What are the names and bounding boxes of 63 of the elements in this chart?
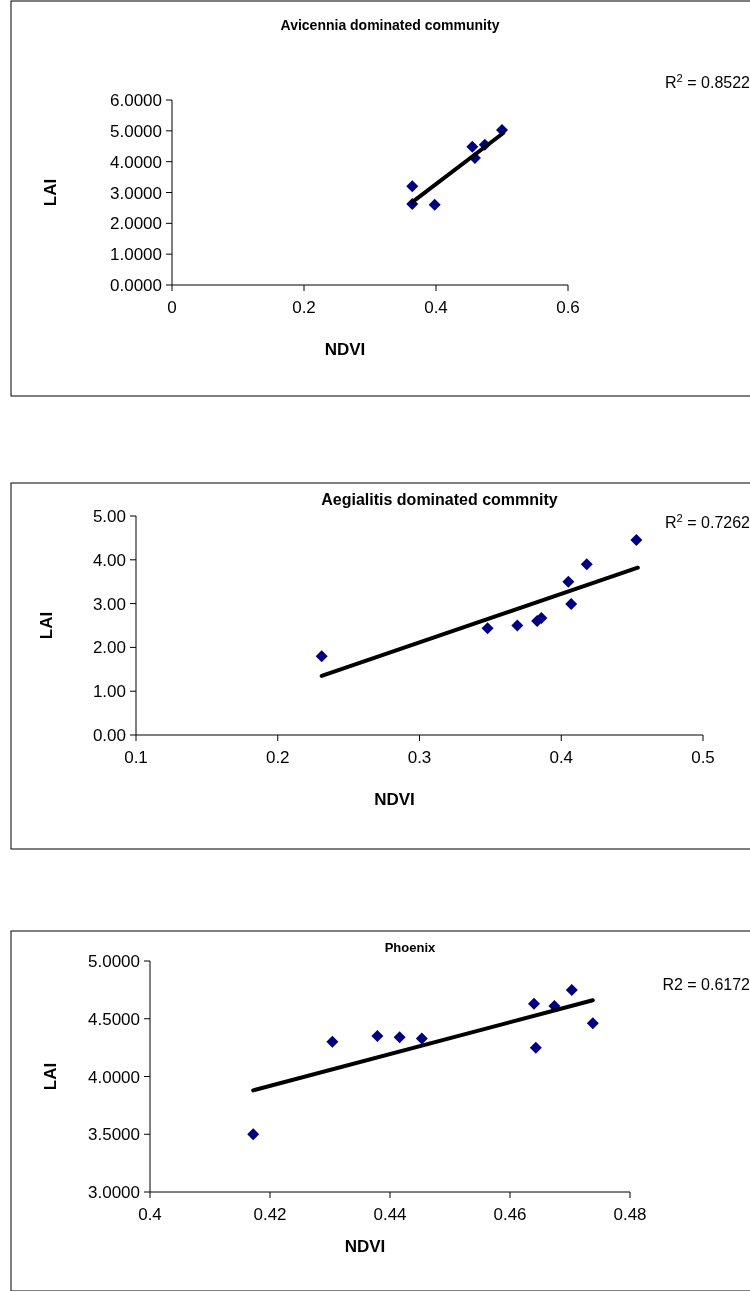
- x-axis-title: NDVI: [324, 340, 366, 359]
- point: [315, 650, 328, 663]
- chart-title: Phoenix: [384, 940, 437, 955]
- y-tick-label: 2.00: [92, 638, 126, 658]
- x-tick-label: 0.1: [124, 748, 148, 767]
- point: [565, 598, 578, 611]
- y-tick-label: 5.0000: [110, 121, 162, 141]
- point: [630, 534, 643, 547]
- text: R$^{2}$ = 0.8522: [665, 72, 750, 91]
- point: [406, 180, 419, 193]
- x-tick-label: 0.6: [556, 298, 580, 317]
- point: [371, 1030, 384, 1043]
- point: [466, 140, 479, 153]
- y-tick-label: 2.0000: [110, 214, 162, 234]
- point: [586, 1017, 599, 1030]
- x-tick-label: 0.5: [691, 748, 715, 767]
- point: [511, 619, 524, 632]
- x-tick-label: 0.44: [373, 1205, 407, 1224]
- x-tick-label: 0.48: [613, 1205, 647, 1224]
- x-axis-title: NDVI: [374, 790, 415, 809]
- point: [428, 198, 441, 211]
- x-tick-label: 0.3: [407, 748, 432, 767]
- y-tick-label: 1.0000: [110, 245, 162, 265]
- y-tick-label: 3.0000: [88, 1183, 140, 1202]
- annotation: R$^{2}$ = 0.7262: [665, 512, 750, 531]
- point: [415, 1032, 428, 1045]
- x-tick-label: 0.2: [265, 748, 290, 767]
- y-tick-label: 5.0000: [88, 952, 140, 971]
- y-axis-title: LAI: [37, 611, 56, 640]
- x-tick-label: 0.4: [549, 748, 574, 767]
- chart-title: Avicennia dominated community: [280, 17, 500, 33]
- point: [247, 1128, 260, 1141]
- y-tick-label: 1.00: [92, 682, 126, 702]
- x-tick-label: 0: [167, 298, 177, 317]
- x-tick-label: 0.4: [424, 298, 448, 317]
- y-tick-label: 3.0000: [110, 183, 162, 203]
- point: [562, 575, 575, 588]
- point: [565, 983, 578, 996]
- point: [393, 1031, 406, 1044]
- y-axis-title: LAI: [41, 1062, 60, 1091]
- y-tick-label: 6.0000: [110, 91, 162, 110]
- y-tick-label: 0.00: [92, 726, 126, 745]
- y-tick-label: 4.0000: [110, 152, 162, 172]
- x-tick-label: 0.42: [253, 1205, 287, 1224]
- y-tick-label: 4.0000: [88, 1067, 140, 1087]
- x-tick-label: 0.46: [493, 1205, 527, 1224]
- y-tick-label: 4.00: [92, 550, 126, 570]
- y-axis-title: LAI: [41, 178, 60, 207]
- x-tick-label: 0.4: [138, 1205, 162, 1224]
- text: R2 = 0.6172: [662, 976, 750, 993]
- chart-title: Aegialitis dominated commnity: [321, 491, 558, 508]
- y-tick-label: 0.0000: [110, 276, 162, 295]
- point: [580, 558, 593, 571]
- y-tick-label: 4.5000: [88, 1009, 140, 1029]
- point: [529, 1041, 542, 1054]
- point: [326, 1035, 339, 1048]
- y-tick-label: 3.5000: [88, 1125, 140, 1145]
- point: [481, 622, 494, 635]
- y-tick-label: 5.00: [92, 507, 126, 526]
- x-axis-title: NDVI: [344, 1237, 386, 1256]
- y-tick-label: 3.00: [92, 594, 126, 614]
- point: [528, 997, 540, 1010]
- x-tick-label: 0.2: [292, 298, 316, 317]
